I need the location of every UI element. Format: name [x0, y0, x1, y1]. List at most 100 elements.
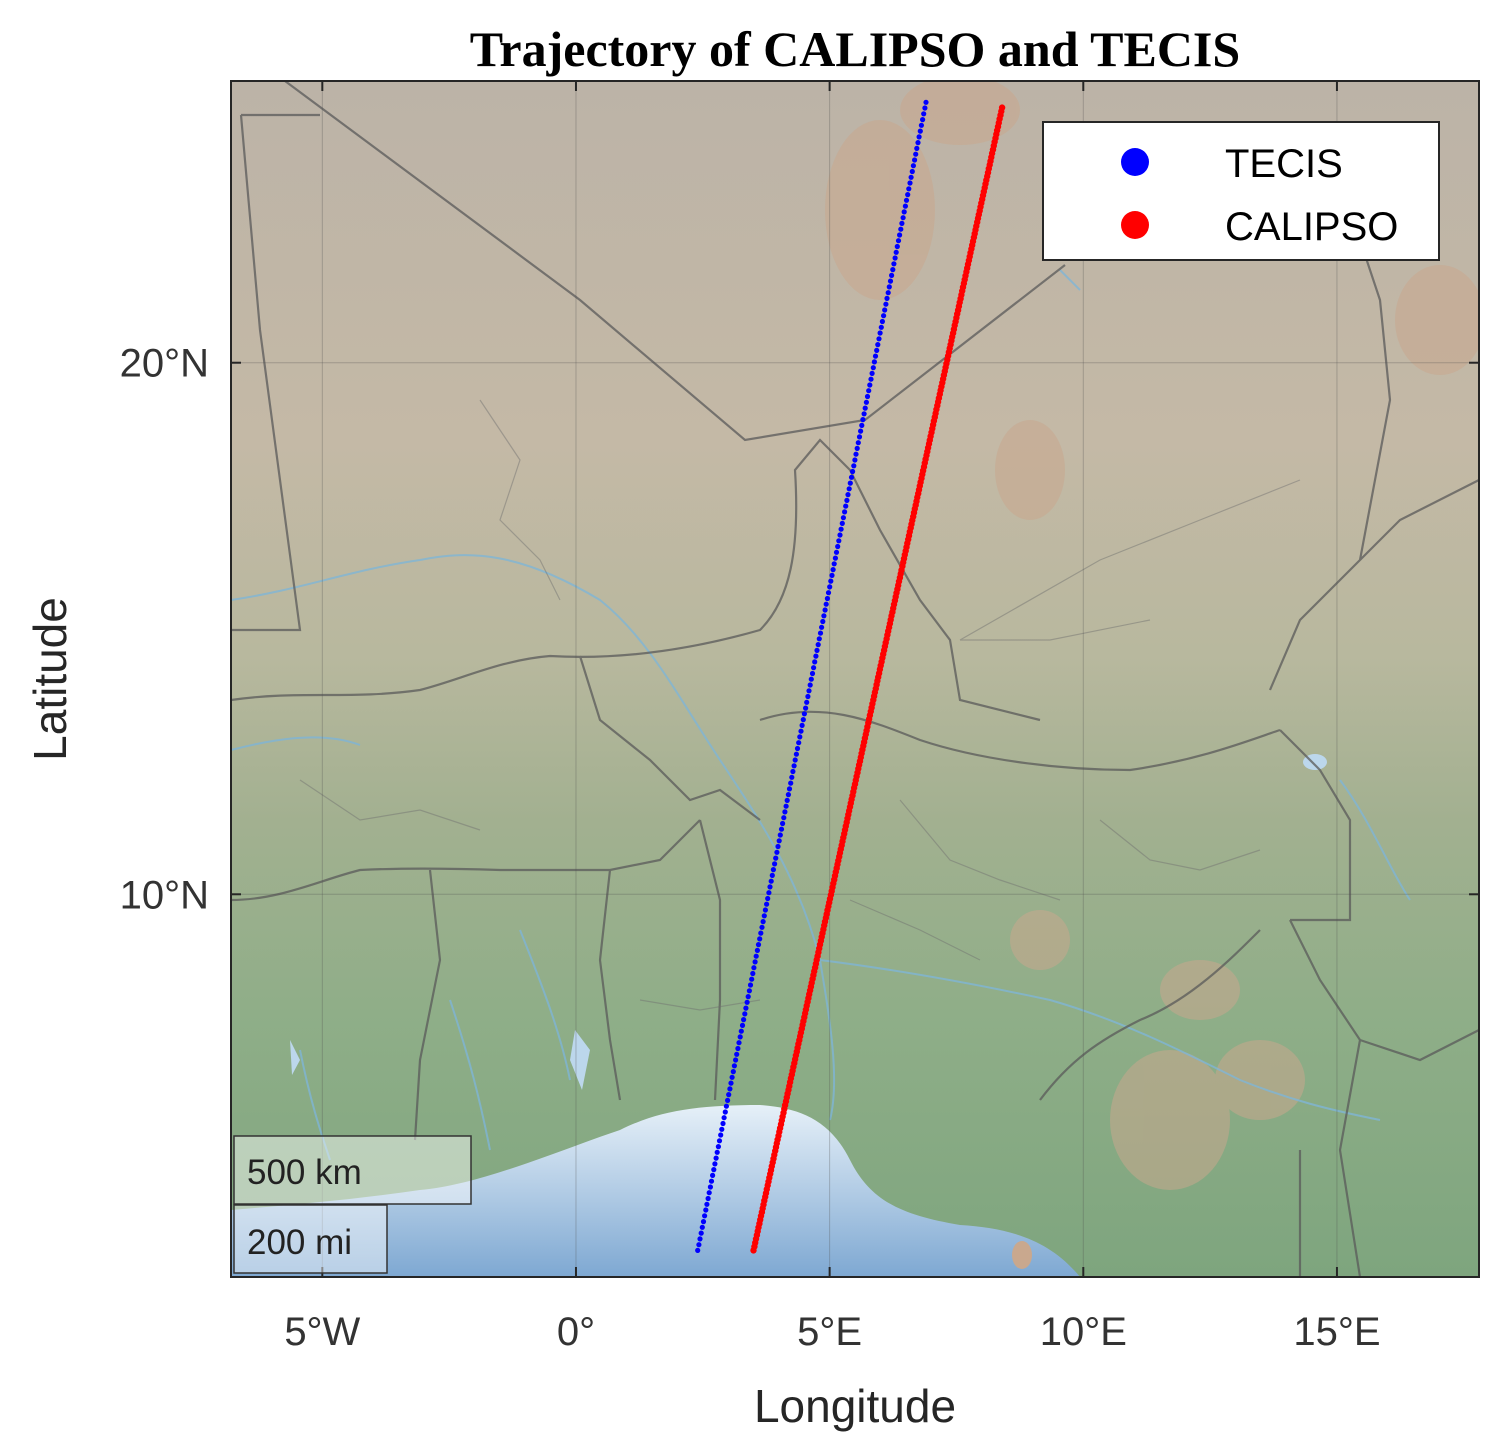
trajectory-point-tecis: [871, 359, 878, 365]
trajectory-point-tecis: [710, 1172, 716, 1178]
x-axis-label: Longitude: [754, 1380, 956, 1432]
trajectory-point-tecis: [921, 111, 927, 117]
trajectory-point-tecis: [741, 1017, 747, 1023]
trajectory-point-tecis: [901, 209, 907, 215]
trajectory-point-tecis: [745, 994, 751, 1000]
trajectory-point-tecis: [852, 457, 858, 463]
trajectory-point-tecis: [839, 520, 845, 527]
trajectory-point-tecis: [861, 411, 867, 417]
trajectory-point-tecis: [734, 1051, 740, 1057]
trajectory-point-tecis: [859, 422, 865, 428]
trajectory-point-tecis: [922, 105, 928, 111]
trajectory-point-tecis: [785, 792, 792, 798]
trajectory-point-tecis: [853, 451, 859, 457]
trajectory-point-tecis: [702, 1213, 708, 1219]
series-tecis: [695, 99, 929, 1253]
trajectory-point-tecis: [893, 249, 899, 255]
trajectory-point-tecis: [916, 134, 922, 140]
trajectory-point-tecis: [714, 1149, 720, 1155]
trajectory-point-tecis: [760, 919, 766, 925]
trajectory-point-tecis: [845, 492, 851, 498]
trajectory-point-tecis: [887, 278, 894, 284]
terrain-relief: [825, 81, 1479, 1190]
trajectory-point-tecis: [781, 815, 787, 821]
trajectory-point-tecis: [753, 953, 759, 959]
trajectory-point-tecis: [768, 878, 774, 884]
trajectory-point-tecis: [828, 578, 834, 584]
trajectory-point-tecis: [858, 428, 864, 434]
trajectory-point-tecis: [801, 711, 808, 717]
trajectory-point-tecis: [736, 1040, 742, 1046]
trajectory-point-tecis: [705, 1195, 711, 1202]
trajectory-point-tecis: [726, 1092, 732, 1098]
trajectory-point-tecis: [920, 117, 926, 123]
trajectory-point-tecis: [868, 376, 874, 382]
trajectory-point-tecis: [876, 336, 882, 342]
trajectory-point-tecis: [775, 843, 781, 850]
trajectory-point-tecis: [796, 740, 802, 746]
trajectory-point-tecis: [778, 826, 785, 832]
trajectory-point-tecis: [766, 890, 772, 896]
x-tick-label: 15°E: [1293, 1310, 1380, 1354]
trajectory-point-tecis: [915, 140, 921, 146]
trajectory-point-tecis: [754, 947, 761, 954]
trajectory-point-tecis: [824, 595, 831, 602]
trajectory-point-tecis: [752, 959, 758, 965]
trajectory-point-tecis: [897, 232, 903, 238]
trajectory-point-tecis: [869, 370, 875, 376]
y-axis-label: Latitude: [24, 597, 76, 761]
trajectory-point-tecis: [759, 924, 765, 930]
trajectory-point-tecis: [757, 936, 763, 942]
trajectory-point-tecis: [712, 1161, 718, 1167]
trajectory-point-tecis: [878, 324, 884, 330]
trajectory-point-tecis: [850, 468, 856, 475]
trajectory-point-tecis: [790, 768, 796, 775]
trajectory-point-tecis: [866, 388, 872, 394]
trajectory-point-tecis: [720, 1120, 726, 1127]
trajectory-point-tecis: [835, 543, 841, 550]
chart-title: Trajectory of CALIPSO and TECIS: [470, 21, 1240, 77]
lake-volta: [570, 1030, 590, 1090]
x-tick-label: 10°E: [1040, 1310, 1127, 1354]
trajectory-point-tecis: [907, 180, 913, 186]
trajectory-point-tecis: [784, 797, 790, 804]
trajectory-point-tecis: [721, 1115, 727, 1121]
trajectory-point-tecis: [909, 168, 915, 175]
trajectory-point-tecis: [750, 970, 756, 977]
trajectory-point-tecis: [899, 220, 905, 226]
trajectory-point-tecis: [758, 930, 764, 936]
legend: TECIS CALIPSO: [1042, 121, 1440, 261]
country-borders: [231, 81, 1479, 1277]
trajectory-point-tecis: [825, 590, 832, 596]
trajectory-point-tecis: [830, 567, 836, 573]
trajectory-point-tecis: [912, 157, 918, 163]
legend-marker-tecis: [1121, 148, 1149, 176]
trajectory-point-tecis: [800, 717, 806, 723]
trajectory-point-tecis: [822, 607, 828, 613]
trajectory-point-tecis: [793, 751, 800, 757]
trajectory-point-tecis: [895, 238, 902, 244]
trajectory-point-tecis: [792, 757, 798, 763]
trajectory-point-tecis: [791, 763, 797, 769]
trajectory-point-tecis: [914, 145, 920, 151]
trajectory-point-tecis: [908, 174, 914, 180]
trajectory-point-tecis: [918, 122, 925, 128]
legend-label-tecis: TECIS: [1225, 142, 1343, 186]
trajectory-point-tecis: [863, 399, 870, 405]
x-tick-label: 5°E: [797, 1310, 862, 1354]
trajectory-point-tecis: [699, 1224, 705, 1230]
trajectory-point-tecis: [898, 226, 904, 232]
trajectory-point-tecis: [776, 838, 782, 844]
trajectory-point-tecis: [782, 809, 788, 815]
trajectory-point-tecis: [847, 480, 853, 486]
trajectory-point-tecis: [797, 734, 803, 740]
trajectory-point-tecis: [749, 976, 755, 982]
trajectory-point-tecis: [751, 965, 757, 971]
trajectory-point-tecis: [764, 901, 770, 907]
trajectory-point-tecis: [762, 907, 769, 913]
trajectory-point-tecis: [765, 895, 771, 902]
trajectory-point-tecis: [829, 572, 835, 579]
trajectory-point-tecis: [840, 515, 847, 521]
trajectory-point-tecis: [821, 613, 827, 619]
